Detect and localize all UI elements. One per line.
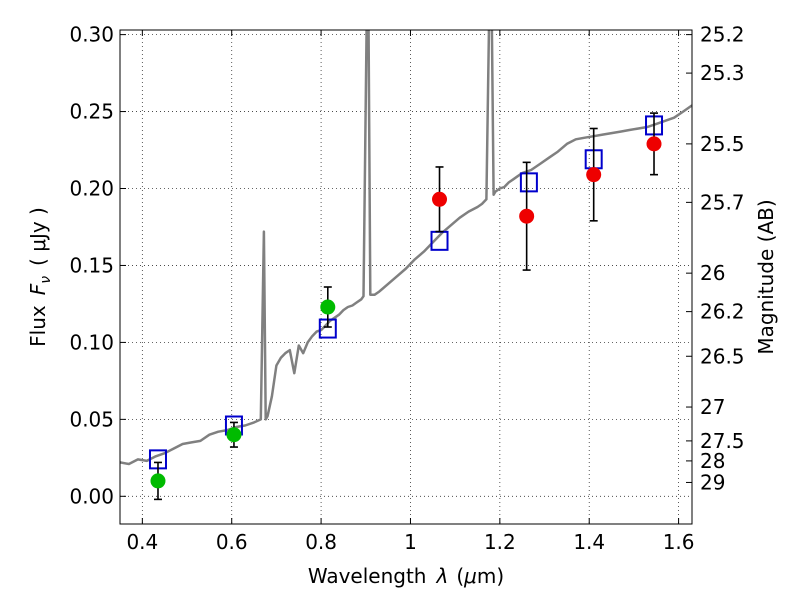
x-tick-label: 1.4 <box>573 530 605 554</box>
marker-layer <box>148 112 664 501</box>
magnitude-tick-label: 26 <box>700 261 725 285</box>
x-tick-label: 0.4 <box>126 530 158 554</box>
magnitude-axis-label: Magnitude (AB) <box>754 199 778 354</box>
spectrum-line <box>120 30 692 466</box>
photometry-point <box>150 473 166 489</box>
plot-frame <box>119 29 693 525</box>
x-tick-label: 0.6 <box>216 530 248 554</box>
y-tick-label: 0.05 <box>69 407 114 431</box>
magnitude-tick-label: 27.5 <box>700 429 745 453</box>
magnitude-tick-label: 25.5 <box>700 132 745 156</box>
magnitude-tick-label: 26.5 <box>700 344 745 368</box>
photometry-point <box>646 136 662 152</box>
y-tick-label: 0.00 <box>69 484 114 508</box>
magnitude-tick-label: 26.2 <box>700 300 745 324</box>
photometry-point <box>320 299 336 315</box>
magnitude-tick-label: 25.2 <box>700 23 745 47</box>
grid-layer <box>120 30 692 524</box>
magnitude-tick-label: 28 <box>700 449 725 473</box>
tick-layer: 0.4 0.6 0.8 1 1.2 1.4 1.6 0.00 0.05 0.10 0.15 0.20 0… <box>69 23 744 554</box>
x-tick-label: 0.8 <box>305 530 337 554</box>
y-tick-label: 0.30 <box>69 23 114 47</box>
y-tick-label: 0.15 <box>69 253 114 277</box>
y-tick-label: 0.10 <box>69 330 114 354</box>
x-tick-label: 1 <box>404 530 417 554</box>
photometry-point <box>432 191 448 207</box>
magnitude-tick-label: 25.3 <box>700 61 745 85</box>
y-tick-label: 0.20 <box>69 177 114 201</box>
y-tick-label: 0.25 <box>69 100 114 124</box>
photometry-point <box>226 427 242 443</box>
magnitude-tick-label: 25.7 <box>700 190 745 214</box>
x-tick-label: 1.6 <box>663 530 695 554</box>
x-tick-label: 1.2 <box>484 530 516 554</box>
magnitude-tick-label: 29 <box>700 470 725 494</box>
magnitude-tick-label: 27 <box>700 395 725 419</box>
photometry-point <box>586 167 602 183</box>
photometry-point <box>519 208 535 224</box>
x-axis-label: Wavelength λ (μm) <box>308 564 504 588</box>
y-axis-label: FluxFν( μJy ) <box>26 207 54 347</box>
spectrum-layer <box>120 30 692 466</box>
model-square-marker <box>519 172 538 193</box>
